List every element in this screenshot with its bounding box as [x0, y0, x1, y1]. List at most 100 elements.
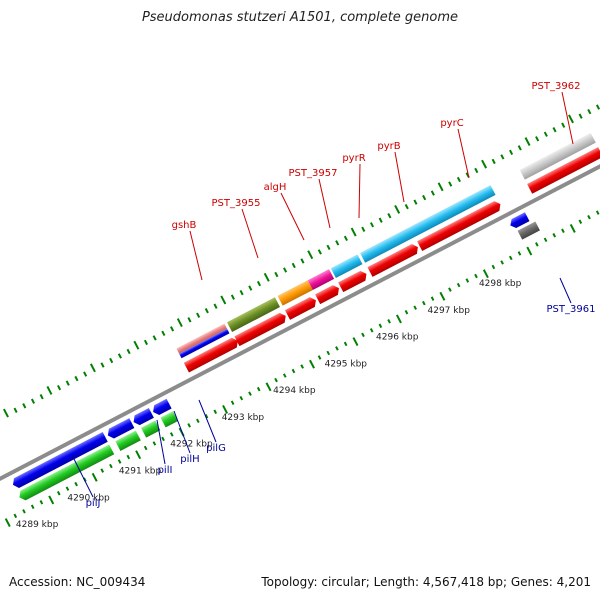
- tick-mark: [13, 407, 18, 413]
- tick-mark: [378, 217, 383, 223]
- label-layer: 4289 kbp 4290 kbp 4291 kbp 4292 kbp 4293 kbp…: [16, 81, 596, 530]
- cds-arrow: [284, 297, 316, 320]
- tick-mark: [91, 472, 98, 482]
- tick-mark: [500, 154, 505, 160]
- tick-mark: [413, 305, 417, 310]
- cds-arrow: [527, 147, 600, 194]
- tick-mark: [176, 318, 183, 327]
- tick-mark: [65, 486, 70, 491]
- tick-mark: [509, 149, 514, 156]
- tick-mark: [204, 308, 209, 314]
- tick-mark: [587, 214, 591, 220]
- outer-tick-ring: [0, 104, 600, 423]
- cds-arrow-reverse: [107, 418, 135, 439]
- label-leader-line: [280, 192, 305, 241]
- tick-mark: [248, 391, 252, 396]
- tick-mark: [274, 271, 279, 278]
- tick-mark: [535, 242, 539, 247]
- gene-feature-pst3955: [227, 297, 280, 332]
- tick-mark: [169, 432, 174, 437]
- gene-label: pilG: [206, 443, 226, 454]
- gene-feature-gshb-inner: [179, 328, 230, 359]
- tick-mark: [83, 371, 88, 377]
- gene-label: pilJ: [86, 498, 101, 509]
- label-leader-line: [559, 277, 572, 304]
- gene-label: pyrR: [342, 153, 365, 164]
- tick-mark: [543, 237, 548, 243]
- tick-mark: [74, 481, 78, 487]
- scale-label: 4290 kbp: [67, 493, 110, 503]
- gene-label: pyrB: [377, 141, 400, 152]
- tick-mark: [30, 398, 36, 404]
- tick-mark: [335, 346, 339, 351]
- tick-mark: [352, 337, 359, 347]
- tick-mark: [22, 403, 27, 409]
- label-leader-line: [198, 399, 217, 443]
- tick-mark: [152, 441, 157, 446]
- label-leader-line: [156, 419, 166, 465]
- tick-mark: [239, 289, 244, 296]
- tick-mark: [109, 357, 114, 364]
- tick-mark: [517, 251, 522, 256]
- genome-backbone: [0, 103, 600, 532]
- tick-mark: [456, 282, 461, 288]
- tick-mark: [561, 228, 565, 234]
- tick-mark: [326, 244, 331, 251]
- gene-label: pilI: [158, 465, 173, 476]
- tick-mark: [422, 194, 427, 201]
- tick-mark: [378, 323, 383, 329]
- cds-arrow: [367, 244, 418, 277]
- tick-mark: [196, 312, 201, 318]
- scale-label: 4298 kbp: [479, 279, 522, 289]
- tick-mark: [413, 199, 418, 205]
- tick-mark: [369, 328, 374, 333]
- gene-feature-pyrb-pyrc: [360, 185, 496, 263]
- reverse-strand-track: [12, 212, 540, 501]
- tick-mark: [317, 249, 322, 255]
- tick-mark: [387, 213, 392, 219]
- tick-mark: [65, 380, 70, 386]
- tick-mark: [161, 436, 165, 442]
- label-leader-line: [358, 163, 361, 219]
- tick-mark: [263, 272, 270, 282]
- tick-mark: [535, 136, 540, 142]
- tick-mark: [508, 255, 513, 261]
- tick-mark: [300, 364, 304, 369]
- scale-label: 4289 kbp: [16, 520, 59, 530]
- tick-mark: [422, 300, 426, 306]
- tick-mark: [39, 500, 44, 505]
- tick-mark: [448, 181, 453, 187]
- tick-mark: [213, 303, 218, 309]
- tick-mark: [543, 131, 548, 137]
- track-frame: [0, 103, 600, 532]
- tick-mark: [569, 224, 576, 233]
- tick-mark: [595, 104, 600, 110]
- tick-mark: [404, 309, 409, 315]
- label-leader-line: [457, 128, 470, 179]
- scale-label: 4297 kbp: [428, 306, 471, 316]
- tick-mark: [117, 459, 122, 464]
- label-leader-line: [71, 454, 94, 498]
- tick-mark: [587, 108, 592, 115]
- tick-mark: [220, 295, 227, 305]
- tick-mark: [133, 340, 140, 350]
- tick-mark: [481, 159, 488, 169]
- tick-mark: [300, 258, 305, 264]
- tick-mark: [230, 294, 235, 300]
- gene-feature-pilj: [19, 444, 115, 501]
- label-leader-line: [394, 151, 405, 203]
- tick-mark: [248, 285, 253, 291]
- tick-mark: [4, 518, 11, 528]
- tick-mark: [222, 405, 229, 414]
- gene-label: PST_3957: [289, 168, 338, 179]
- gene-label: PST_3955: [212, 198, 261, 209]
- tick-mark: [395, 314, 402, 324]
- tick-mark: [265, 382, 272, 392]
- gene-feature-pst3957: [307, 269, 335, 290]
- map-title: Pseudomonas stutzeri A1501, complete gen…: [141, 10, 459, 25]
- tick-mark: [152, 335, 157, 341]
- gene-feature-pili: [115, 430, 141, 451]
- cds-arrow-reverse: [510, 212, 530, 229]
- gene-feature-pyrr: [330, 254, 363, 278]
- tick-mark: [465, 278, 470, 283]
